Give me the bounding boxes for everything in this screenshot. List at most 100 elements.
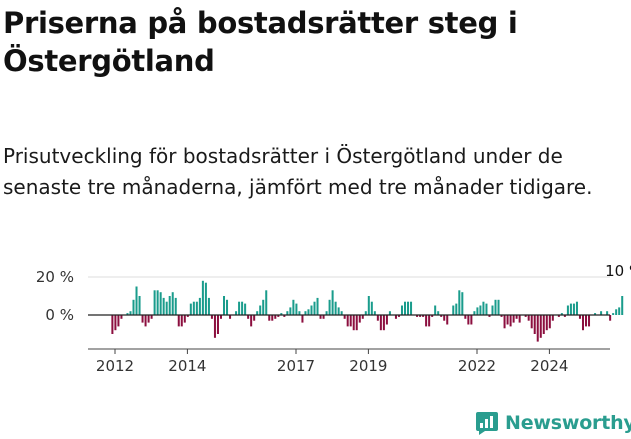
bar (144, 315, 147, 327)
bar (373, 311, 376, 315)
bar (241, 301, 244, 315)
bar (171, 292, 174, 315)
bar (226, 299, 229, 315)
x-tick-label: 2024 (530, 357, 568, 375)
bar (174, 297, 177, 315)
bar (428, 315, 431, 327)
bar (585, 315, 588, 327)
bar (295, 303, 298, 315)
bar (292, 299, 295, 315)
bar (376, 315, 379, 321)
bar (563, 315, 566, 317)
bar (370, 301, 373, 315)
bar (400, 305, 403, 315)
bar (159, 292, 162, 315)
bar (286, 311, 289, 315)
bar (325, 311, 328, 315)
bar (132, 299, 135, 315)
bar (238, 301, 241, 315)
bar (147, 315, 150, 323)
bar (500, 315, 503, 317)
bar (168, 296, 171, 315)
bar (431, 315, 434, 317)
bar (207, 297, 210, 315)
bar (416, 315, 419, 317)
bar (512, 315, 515, 323)
bar (189, 303, 192, 315)
bar (120, 315, 123, 319)
bar (117, 315, 120, 327)
bar (301, 315, 304, 323)
bar (458, 290, 461, 315)
bar (223, 296, 226, 315)
bar (491, 305, 494, 315)
bar (551, 315, 554, 321)
bar (473, 311, 476, 315)
bar (229, 315, 232, 319)
bar (328, 299, 331, 315)
bar (126, 313, 129, 315)
bar (572, 303, 575, 315)
bar (422, 315, 425, 317)
bar (186, 315, 189, 317)
bar (271, 315, 274, 321)
bar (569, 303, 572, 315)
bar (280, 313, 283, 315)
bar (425, 315, 428, 327)
bar (476, 307, 479, 315)
bar (612, 313, 615, 315)
bar (382, 315, 385, 331)
bar (600, 311, 603, 315)
bar (180, 315, 183, 327)
bar (609, 315, 612, 321)
bar (165, 301, 168, 315)
bar (464, 315, 467, 319)
bar (331, 290, 334, 315)
bar (334, 301, 337, 315)
bar (201, 280, 204, 315)
bar (557, 315, 560, 317)
bar (497, 299, 500, 315)
bar (183, 315, 186, 323)
bar (307, 309, 310, 315)
bar (138, 296, 141, 315)
bar (615, 309, 618, 315)
chart-subtitle: Prisutveckling för bostadsrätter i Öster… (3, 144, 593, 199)
bar (388, 311, 391, 315)
newsworthy-logo: Newsworthy (475, 408, 631, 438)
bar (162, 297, 165, 315)
bar (213, 315, 216, 338)
bar (578, 315, 581, 319)
bar (340, 311, 343, 315)
bar (434, 305, 437, 315)
bar (506, 315, 509, 325)
bar (452, 305, 455, 315)
bar (364, 311, 367, 315)
bar (274, 315, 277, 319)
bar (352, 315, 355, 331)
bar (539, 315, 542, 338)
bar (467, 315, 470, 325)
bar (440, 315, 443, 317)
bar (485, 303, 488, 315)
bar (349, 315, 352, 327)
bar (594, 313, 597, 315)
bar (219, 315, 222, 319)
bar (262, 299, 265, 315)
bar (177, 315, 180, 327)
bar (488, 315, 491, 317)
bar (566, 305, 569, 315)
bar (265, 290, 268, 315)
x-tick-label: 2014 (168, 357, 206, 375)
bar (337, 307, 340, 315)
bar (129, 311, 132, 315)
bar (482, 301, 485, 315)
bar (581, 315, 584, 331)
bar (111, 315, 114, 334)
bar (494, 299, 497, 315)
bar (256, 311, 259, 315)
bar (524, 315, 527, 317)
bar (533, 315, 536, 334)
bar (195, 301, 198, 315)
bar (385, 315, 388, 325)
